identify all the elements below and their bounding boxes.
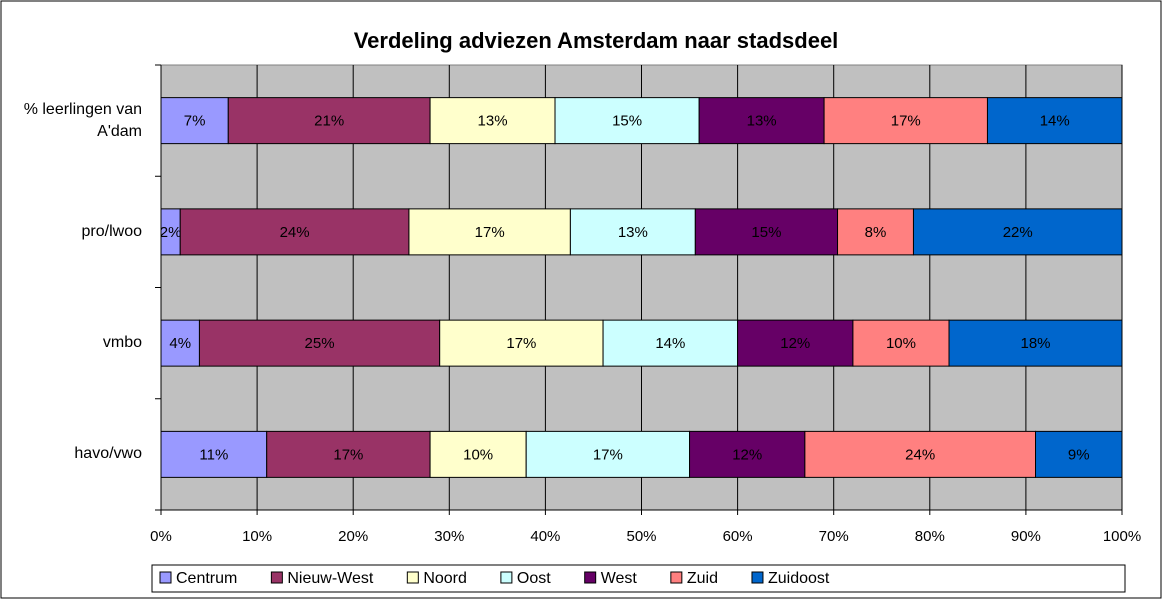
y-tick-label: havo/vwo — [74, 445, 142, 463]
legend-box — [151, 564, 1126, 593]
legend-swatch — [159, 571, 172, 584]
bar-segment — [408, 208, 571, 256]
bar-segment — [737, 319, 854, 367]
legend-label: West — [601, 570, 638, 587]
data-label: 8% — [865, 224, 887, 241]
bar-segment — [1035, 430, 1123, 478]
data-label: 18% — [1020, 335, 1050, 352]
bar-segment — [525, 430, 691, 478]
legend-swatch — [670, 571, 683, 584]
x-tick-label: 90% — [1011, 528, 1041, 545]
data-label: 12% — [732, 446, 762, 463]
bar-segment — [439, 319, 604, 367]
data-label: 15% — [751, 224, 781, 241]
data-label: 17% — [593, 446, 623, 463]
legend-swatch — [406, 571, 419, 584]
x-tick-label: 60% — [723, 528, 753, 545]
bar-segment — [227, 97, 431, 145]
data-label: 2% — [160, 224, 182, 241]
x-tick-label: 100% — [1103, 528, 1141, 545]
data-label: 22% — [1003, 224, 1033, 241]
data-label: 17% — [506, 335, 536, 352]
bar-segment — [198, 319, 441, 367]
legend-swatch — [751, 571, 764, 584]
data-label: 24% — [280, 224, 310, 241]
chart-title: Verdeling adviezen Amsterdam naar stadsd… — [354, 28, 839, 53]
y-tick-label: % leerlingen van A'dam — [23, 100, 142, 140]
bar-segment — [266, 430, 431, 478]
bar-segment — [948, 319, 1123, 367]
data-label: 4% — [169, 335, 191, 352]
x-tick-label: 10% — [242, 528, 272, 545]
data-label: 13% — [478, 113, 508, 130]
data-label: 17% — [333, 446, 363, 463]
data-label: 24% — [905, 446, 935, 463]
data-label: 7% — [184, 113, 206, 130]
bar-segment — [554, 97, 700, 145]
bar-segment — [569, 208, 696, 256]
x-tick-label: 30% — [434, 528, 464, 545]
y-tick-label: vmbo — [102, 334, 142, 352]
legend-label: Zuidoost — [768, 570, 830, 587]
legend-label: Oost — [517, 570, 551, 587]
bar-segment — [912, 208, 1123, 256]
data-label: 12% — [780, 335, 810, 352]
data-label: 13% — [747, 113, 777, 130]
data-label: 17% — [891, 113, 921, 130]
y-tick-label: pro/lwoo — [81, 222, 142, 240]
data-label: 11% — [199, 446, 228, 463]
legend-label: Centrum — [176, 570, 237, 587]
bar-segment — [429, 97, 556, 145]
x-tick-label: 70% — [819, 528, 849, 545]
x-tick-label: 80% — [915, 528, 945, 545]
data-label: 10% — [463, 446, 493, 463]
data-label: 10% — [886, 335, 916, 352]
data-label: 9% — [1068, 446, 1090, 463]
bar-segment — [804, 430, 1037, 478]
legend-label: Nieuw-West — [287, 570, 374, 587]
x-tick-label: 0% — [150, 528, 172, 545]
bar-segment — [986, 97, 1123, 145]
legend-label: Zuid — [687, 570, 718, 587]
data-label: 25% — [305, 335, 335, 352]
bar-segment — [160, 97, 229, 145]
data-label: 21% — [314, 113, 344, 130]
bar-segment — [698, 97, 825, 145]
bar-segment — [852, 319, 950, 367]
bar-segment — [823, 97, 988, 145]
data-label: 17% — [475, 224, 505, 241]
legend-swatch — [500, 571, 513, 584]
bar-segment — [689, 430, 806, 478]
data-label: 14% — [655, 335, 685, 352]
legend-swatch — [270, 571, 283, 584]
bar-segment — [429, 430, 527, 478]
legend-label: Noord — [423, 570, 467, 587]
x-tick-label: 40% — [530, 528, 560, 545]
x-tick-label: 50% — [626, 528, 656, 545]
bar-segment — [160, 430, 268, 478]
data-label: 15% — [612, 113, 642, 130]
x-tick-label: 20% — [338, 528, 368, 545]
data-label: 14% — [1040, 113, 1070, 130]
data-label: 13% — [618, 224, 648, 241]
legend-swatch — [584, 571, 597, 584]
